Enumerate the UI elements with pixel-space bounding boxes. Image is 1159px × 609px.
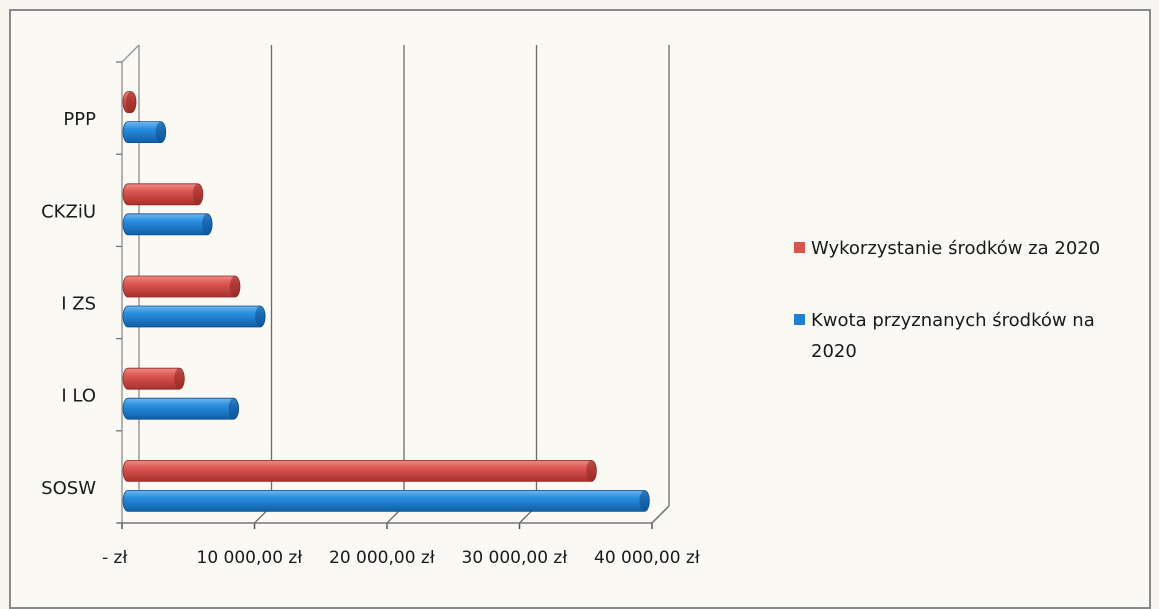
floor-right-edge bbox=[651, 505, 670, 524]
bar bbox=[122, 460, 597, 482]
bar-body bbox=[122, 460, 597, 482]
bar bbox=[122, 305, 266, 328]
bar bbox=[122, 275, 241, 298]
grid-layer bbox=[254, 45, 670, 524]
bar-body bbox=[122, 213, 213, 236]
category-label: SOSW bbox=[41, 478, 96, 499]
x-tick-label: 40 000,00 zł bbox=[594, 548, 700, 568]
labels-layer: - zł 10 000,00 zł 20 000,00 zł 30 000,00 zł… bbox=[41, 109, 700, 568]
category-label: CKZiU bbox=[41, 201, 96, 222]
legend-label-usage: Wykorzystanie środków za 2020 bbox=[811, 238, 1100, 259]
bar bbox=[122, 367, 185, 390]
bar-end-cap bbox=[192, 183, 203, 205]
bar bbox=[122, 213, 213, 236]
bar-end-cap bbox=[228, 398, 239, 420]
category-label: I LO bbox=[61, 386, 96, 407]
bar bbox=[122, 183, 204, 206]
x-tick-label: 10 000,00 zł bbox=[197, 548, 303, 568]
bar-end-cap bbox=[174, 368, 185, 390]
bar bbox=[122, 91, 137, 113]
bar-end-cap bbox=[639, 490, 650, 512]
legend: Wykorzystanie środków za 2020 Kwota przy… bbox=[794, 238, 1100, 362]
bar-end-cap bbox=[255, 306, 266, 327]
bar-end-cap bbox=[202, 213, 213, 235]
bar bbox=[122, 490, 650, 512]
bar bbox=[122, 121, 167, 143]
bar bbox=[122, 397, 239, 420]
bar-end-cap bbox=[126, 91, 136, 113]
bar-body bbox=[122, 397, 239, 420]
bar-body bbox=[122, 490, 650, 512]
category-label: PPP bbox=[63, 109, 96, 130]
bar-end-cap bbox=[229, 276, 240, 297]
x-tick-label: 20 000,00 zł bbox=[329, 548, 435, 568]
bars-layer bbox=[122, 91, 650, 512]
bar-chart: - zł 10 000,00 zł 20 000,00 zł 30 000,00 zł… bbox=[41, 44, 1100, 568]
legend-label-granted-line1: Kwota przyznanych środków na bbox=[811, 310, 1095, 331]
bar-body bbox=[122, 305, 266, 328]
bar-body bbox=[122, 183, 204, 206]
x-tick-label: - zł bbox=[102, 548, 127, 568]
bar-end-cap bbox=[586, 460, 597, 482]
bar-body bbox=[122, 275, 241, 298]
x-tick-label: 30 000,00 zł bbox=[462, 548, 568, 568]
bar-end-cap bbox=[155, 121, 166, 143]
category-label: I ZS bbox=[61, 294, 96, 315]
legend-swatch-blue bbox=[794, 314, 805, 325]
legend-label-granted-line2: 2020 bbox=[811, 341, 857, 362]
legend-swatch-red bbox=[794, 242, 805, 253]
